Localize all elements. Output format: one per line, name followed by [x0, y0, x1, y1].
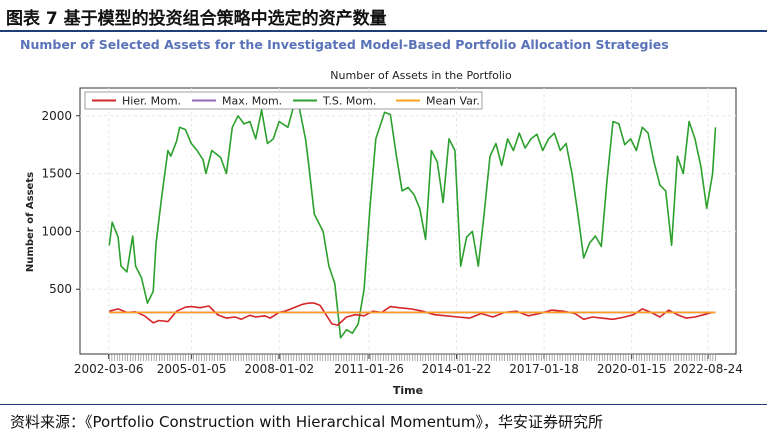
y-tick-label: 2000: [41, 109, 72, 123]
x-tick-label: 2005-01-05: [157, 362, 227, 376]
figure-title: 图表 7 基于模型的投资组合策略中选定的资产数量: [6, 9, 387, 29]
legend: Hier. Mom. Max. Mom. T.S. Mom. Mean Var.: [84, 91, 483, 110]
x-axis-label: Time: [393, 384, 423, 397]
legend-label: T.S. Mom.: [322, 95, 376, 108]
y-tick-label: 500: [49, 282, 72, 296]
x-tick-label: 2020-01-15: [597, 362, 667, 376]
x-tick-label: 2014-01-22: [422, 362, 492, 376]
y-tick-label: 1000: [41, 224, 72, 238]
x-tick-label: 2011-01-26: [334, 362, 404, 376]
x-minor-ticks: [109, 353, 716, 361]
title-rule: [0, 30, 767, 32]
x-tick-label: 2002-03-06: [74, 362, 144, 376]
source-rule: [0, 404, 767, 405]
series-line-hier-mom: [109, 302, 713, 326]
figure-subtitle: Number of Selected Assets for the Invest…: [20, 37, 669, 52]
legend-label: Mean Var.: [426, 95, 480, 108]
legend-label: Hier. Mom.: [122, 95, 181, 108]
x-tick-label: 2022-08-24: [673, 362, 743, 376]
x-tick-label: 2017-01-18: [509, 362, 579, 376]
chart-title: Number of Assets in the Portfolio: [330, 69, 512, 82]
legend-box: [84, 91, 483, 110]
source-note: 资料来源：《Portfolio Construction with Hierar…: [10, 413, 603, 431]
plot-area: [79, 87, 737, 355]
series-line-t-s-mom: [108, 94, 717, 339]
legend-label: Max. Mom.: [222, 95, 282, 108]
y-tick-label: 1500: [41, 167, 72, 181]
x-tick-label: 2008-01-02: [244, 362, 314, 376]
y-axis-label: Number of Assets: [25, 172, 36, 272]
